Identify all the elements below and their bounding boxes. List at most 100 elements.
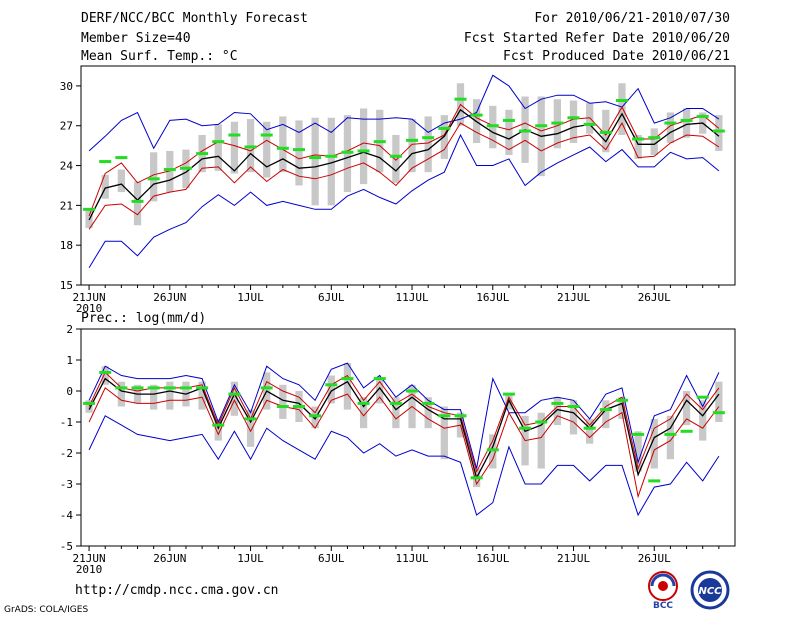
prec-ensemble-box xyxy=(166,381,174,410)
prec-ensemble-box xyxy=(376,378,384,404)
temp-ensemble-box xyxy=(618,83,626,136)
prec-ensemble-box xyxy=(489,434,497,469)
temp-line-mean xyxy=(88,108,720,221)
svg-text:NCC: NCC xyxy=(698,586,722,597)
forecast-period: For 2010/06/21-2010/07/30 xyxy=(534,11,730,26)
temp-y-tick-label: 30 xyxy=(60,80,73,93)
prec-x-tick-label: 26JUN xyxy=(153,552,186,565)
prec-ensemble-box xyxy=(602,400,610,429)
prec-ensemble-box xyxy=(150,384,158,410)
temp-ensemble-box xyxy=(392,135,400,183)
prec-ensemble-box xyxy=(537,412,545,469)
prec-line-upper xyxy=(88,371,720,473)
prec-ensemble-box xyxy=(634,431,642,472)
temp-x-tick-label: 21JUN xyxy=(73,291,106,304)
prec-title: Prec.: log(mm/d) xyxy=(81,311,206,326)
temp-x-tick-label: 26JUN xyxy=(153,291,186,304)
temp-ensemble-box xyxy=(359,108,368,185)
prec-y-tick-label: -5 xyxy=(60,540,73,553)
temp-ensemble-box xyxy=(715,115,723,151)
prec-ensemble-box xyxy=(117,381,126,407)
prec-ensemble-box xyxy=(359,397,368,429)
temp-ensemble-box xyxy=(101,174,109,199)
temp-ensemble-box xyxy=(682,108,691,138)
temp-ensemble-box xyxy=(408,119,416,173)
prec-ensemble-box xyxy=(650,418,658,469)
temp-ensemble-box xyxy=(634,135,642,159)
website-url[interactable]: http://cmdp.ncc.cma.gov.cn xyxy=(75,583,279,598)
prec-ensemble-box xyxy=(327,375,335,404)
prec-ensemble-box xyxy=(440,406,448,460)
prec-line-min xyxy=(88,415,720,517)
temp-ensemble-box xyxy=(166,150,174,193)
member-size-label: Member Size=40 xyxy=(81,31,191,46)
prec-plot-frame xyxy=(80,328,736,547)
temp-x-tick-label: 6JUL xyxy=(318,291,345,304)
temp-x-tick-label: 16JUL xyxy=(476,291,509,304)
temp-ensemble-box xyxy=(230,121,239,174)
svg-text:BCC: BCC xyxy=(653,601,673,610)
temp-panel: 15 18 21 24 27 30 21JUN 26JUN 1JUL 6JUL 11JUL 16JUL… xyxy=(60,65,736,315)
temp-x-year-label: 2010 xyxy=(76,302,103,315)
prec-ensemble-box xyxy=(392,397,400,429)
prec-line-lower xyxy=(88,387,720,499)
produced-date: Fcst Produced Date 2010/06/21 xyxy=(503,49,730,64)
temp-ensemble-box xyxy=(327,117,335,206)
prec-ensemble-box xyxy=(569,400,578,435)
prec-x-tick-label: 21JUL xyxy=(557,552,590,565)
prec-ensemble-box xyxy=(682,391,691,426)
temp-y-tick-label: 18 xyxy=(60,239,73,252)
prec-x-tick-label: 16JUL xyxy=(476,552,509,565)
prec-ensemble-box xyxy=(246,409,255,447)
bcc-logo: BCC xyxy=(648,571,678,610)
prec-line-max xyxy=(88,362,720,469)
chart-title: DERF/NCC/BCC Monthly Forecast xyxy=(81,11,308,26)
prec-x-tick-label: 6JUL xyxy=(318,552,345,565)
temp-x-tick-label: 1JUL xyxy=(237,291,264,304)
temp-y-tick-label: 27 xyxy=(60,120,73,133)
prec-ensemble-box xyxy=(311,406,319,429)
temp-x-tick-label: 21JUL xyxy=(557,291,590,304)
temp-ensemble-box xyxy=(263,121,271,178)
temp-ensemble-box xyxy=(133,181,142,226)
temp-ensemble-box xyxy=(295,120,303,186)
prec-ensemble-box xyxy=(553,397,562,426)
prec-ensemble-box xyxy=(85,400,93,413)
prec-x-tick-label: 26JUL xyxy=(638,552,671,565)
temp-ensemble-box xyxy=(150,152,158,202)
prec-ensemble-box xyxy=(586,418,594,444)
prec-y-tick-label: -4 xyxy=(60,509,74,522)
temp-ensemble-box xyxy=(279,116,287,173)
temp-x-tick-label: 26JUL xyxy=(638,291,671,304)
ncc-logo: NCC xyxy=(690,570,730,610)
prec-ensemble-box xyxy=(715,381,723,422)
prec-ensemble-box xyxy=(699,400,707,441)
temp-y-tick-label: 15 xyxy=(60,279,73,292)
temp-line-min xyxy=(88,133,720,268)
prec-panel: -5 -4 -3 -2 -1 0 1 2 21JUN 26JUN 1JUL 6JUL 11JUL 16JU… xyxy=(60,323,736,576)
prec-x-tick-label: 11JUL xyxy=(395,552,428,565)
temp-line-max xyxy=(88,74,720,152)
temp-ensemble-box xyxy=(311,117,319,206)
prec-ensemble-box xyxy=(343,363,352,410)
prec-x-tick-label: 21JUN xyxy=(73,552,106,565)
temp-ensemble-box xyxy=(650,128,658,155)
temp-ensemble-box xyxy=(505,109,513,155)
prec-y-tick-label: -1 xyxy=(60,416,73,429)
temp-ensemble-box xyxy=(117,169,126,193)
temp-ensemble-box xyxy=(666,112,675,143)
temp-ensemble-box xyxy=(214,124,222,171)
prec-x-tick-label: 1JUL xyxy=(237,552,264,565)
variable-label: Mean Surf. Temp.: °C xyxy=(81,49,238,64)
prec-ensemble-box xyxy=(198,381,206,410)
prec-ensemble-box xyxy=(666,415,675,460)
prec-ensemble-box xyxy=(424,397,432,429)
temp-plot-frame xyxy=(80,65,736,286)
grads-credit: GrADS: COLA/IGES xyxy=(4,605,89,615)
prec-ensemble-box xyxy=(618,397,626,419)
temp-y-tick-label: 21 xyxy=(60,199,73,212)
prec-y-tick-label: 1 xyxy=(66,354,73,367)
refer-date: Fcst Started Refer Date 2010/06/20 xyxy=(463,31,730,46)
prec-y-tick-label: 2 xyxy=(66,323,73,336)
prec-ensemble-box xyxy=(101,366,109,385)
